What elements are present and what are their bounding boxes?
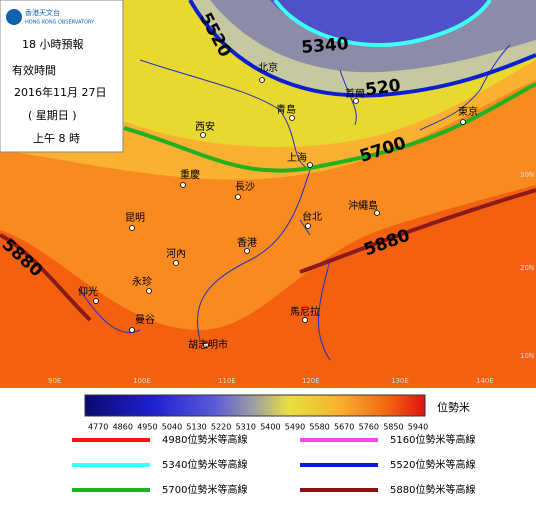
city-label: 永珍 (132, 275, 152, 288)
city-dot (307, 162, 313, 168)
legend-label: 5520位勢米等高線 (390, 458, 475, 471)
colorbar-tick: 5220 (211, 423, 231, 432)
logo-icon (6, 9, 22, 25)
colorbar-tick: 5310 (236, 423, 256, 432)
weekday: ( 星期日 ) (28, 109, 77, 122)
city-dot (180, 182, 186, 188)
grid-label: 30N (520, 171, 534, 179)
city-dot (235, 194, 241, 200)
legend-label: 5880位勢米等高線 (390, 483, 475, 496)
city-dot (146, 288, 152, 294)
grid-label: 20N (520, 264, 534, 272)
city-label: 西安 (195, 120, 215, 133)
contour-label: 5340 (301, 34, 350, 58)
city-dot (129, 225, 135, 231)
city-label: 沖繩島 (348, 199, 378, 212)
city-label: 重慶 (180, 168, 200, 181)
city-label: 長沙 (235, 181, 255, 193)
city-label: 河內 (166, 248, 186, 260)
colorbar-unit: 位勢米 (437, 400, 470, 414)
contour-label: 520 (364, 76, 402, 101)
city-label: 首爾 (345, 87, 365, 100)
legend-label: 5700位勢米等高線 (162, 483, 247, 496)
colorbar-tick: 5760 (359, 423, 379, 432)
grid-label: 140E (476, 377, 494, 385)
colorbar-tick: 5490 (285, 423, 305, 432)
city-dot (129, 327, 135, 333)
legend-label: 4980位勢米等高線 (162, 433, 247, 446)
city-label: 仰光 (78, 285, 98, 298)
grid-label: 110E (218, 377, 236, 385)
date: 2016年11月 27日 (14, 85, 107, 99)
city-label: 青島 (276, 103, 296, 116)
colorbar-tick: 5400 (260, 423, 280, 432)
contour-5520 (188, 0, 536, 98)
city-label: 東京 (458, 105, 478, 118)
grid-label: 90E (48, 377, 61, 385)
contour-5880 (0, 188, 536, 322)
city-dot (203, 342, 209, 348)
colorbar-tick: 4860 (113, 423, 133, 432)
city-label: 上海 (287, 151, 307, 164)
colorbar-tick: 5850 (383, 423, 403, 432)
city-dot (244, 248, 250, 254)
colorbar-tick: 5130 (186, 423, 206, 432)
logo-text: HONG KONG OBSERVATORY (25, 20, 95, 26)
grid-label: 10N (520, 352, 534, 360)
colorbar-tick: 5040 (162, 423, 182, 432)
colorbar-tick: 5670 (334, 423, 354, 432)
colorbar-tick: 4770 (88, 423, 108, 432)
grid-label: 130E (391, 377, 409, 385)
forecast: 18 小時預報 (22, 38, 84, 51)
city-label: 台北 (302, 210, 322, 223)
city-dot (305, 223, 311, 229)
city-dot (173, 260, 179, 266)
city-dot (374, 210, 380, 216)
city-dot (93, 298, 99, 304)
city-dot (460, 119, 466, 125)
city-label: 馬尼拉 (290, 305, 320, 318)
contour-5700 (123, 82, 536, 173)
logo-text: 香港天文台 (25, 8, 60, 17)
colorbar-tick: 5580 (309, 423, 329, 432)
time: 上午 8 時 (33, 132, 80, 145)
contour-5340 (273, 0, 492, 48)
city-label: 曼谷 (135, 314, 155, 326)
city-dot (353, 98, 359, 104)
city-dot (200, 132, 206, 138)
grid-label: 120E (302, 377, 320, 385)
legend-label: 5340位勢米等高線 (162, 458, 247, 471)
legend-label: 5160位勢米等高線 (390, 433, 475, 446)
city-label: 北京 (258, 61, 278, 74)
city-label: 昆明 (125, 212, 145, 224)
colorbar-tick: 5940 (408, 423, 428, 432)
map: 香港天文台 HONG KONG OBSERVATORY 18 小時預報 有效時間… (0, 0, 536, 388)
grid-label: 100E (133, 377, 151, 385)
info-box (0, 0, 124, 153)
valid-label: 有效時間 (12, 63, 56, 77)
city-label: 香港 (237, 237, 257, 249)
city-dot (259, 77, 265, 83)
colorbar-tick: 4950 (137, 423, 157, 432)
city-dot (289, 115, 295, 121)
city-label: 胡志明市 (188, 338, 228, 351)
city-dot (302, 317, 308, 323)
colorbar (84, 394, 426, 417)
